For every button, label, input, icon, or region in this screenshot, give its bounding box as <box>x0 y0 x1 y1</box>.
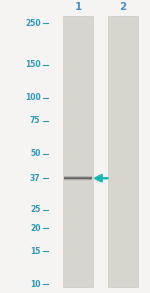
Text: 37: 37 <box>30 174 40 183</box>
Text: 75: 75 <box>30 117 40 125</box>
Text: 1: 1 <box>74 2 82 12</box>
Bar <box>63 16 93 287</box>
Text: 10: 10 <box>30 280 40 289</box>
Text: 2: 2 <box>119 2 127 12</box>
Bar <box>108 16 138 287</box>
Text: 15: 15 <box>30 247 40 256</box>
Text: 150: 150 <box>25 60 40 69</box>
Text: 25: 25 <box>30 205 40 214</box>
Text: 50: 50 <box>30 149 40 158</box>
Text: 250: 250 <box>25 19 40 28</box>
Text: 20: 20 <box>30 224 40 233</box>
Text: 100: 100 <box>25 93 40 102</box>
